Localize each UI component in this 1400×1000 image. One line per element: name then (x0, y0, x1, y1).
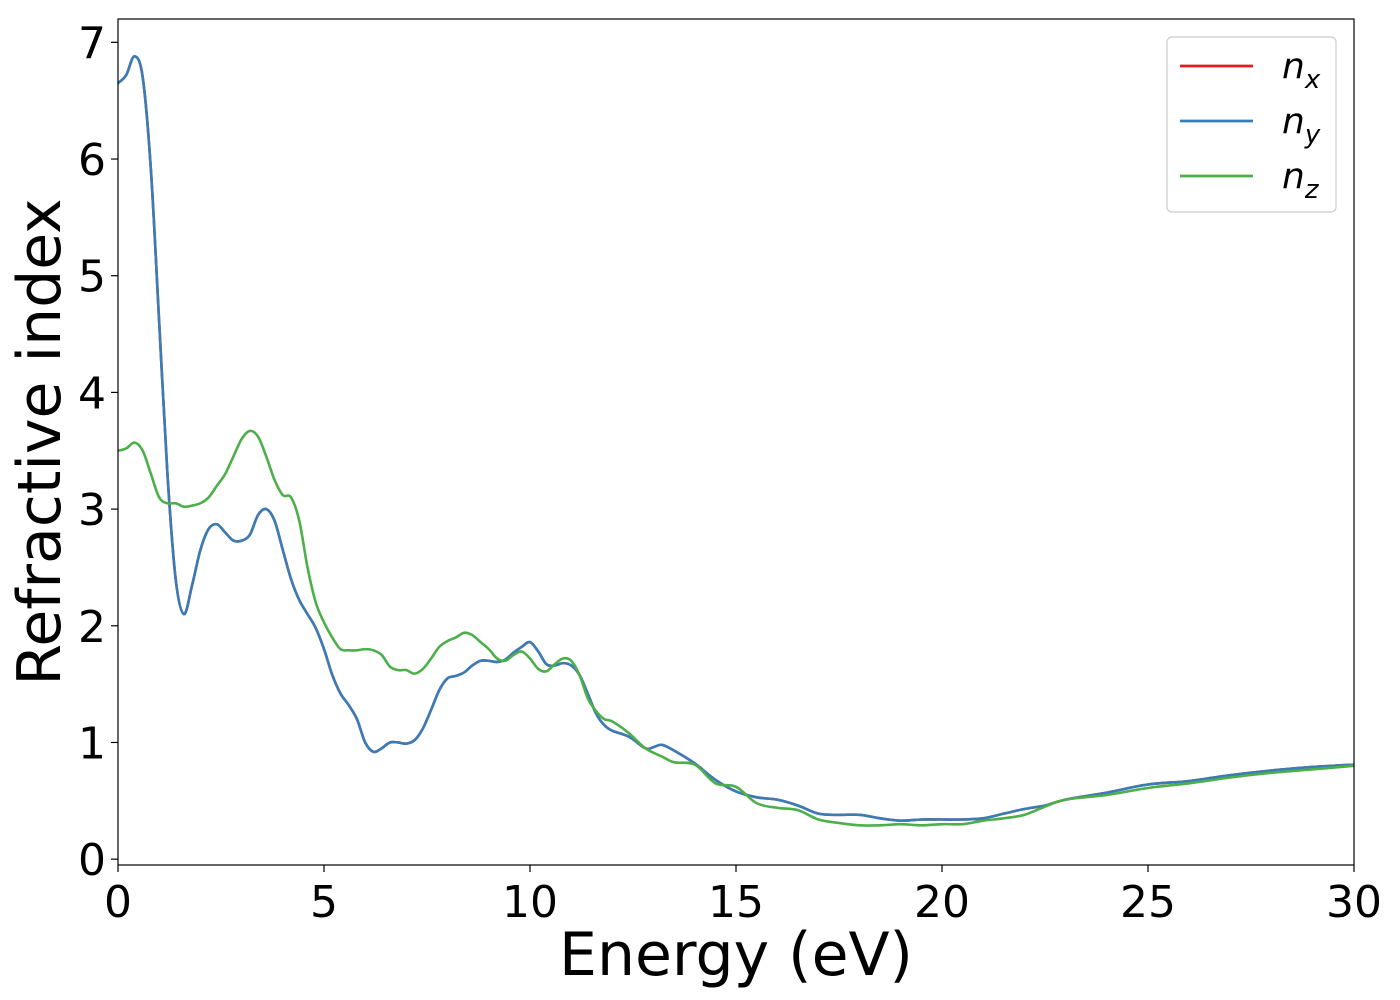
series-line-ny (118, 55, 1354, 822)
legend-label-base: n (1282, 156, 1305, 197)
legend-label-base: n (1282, 46, 1305, 87)
y-tick-label: 1 (78, 718, 106, 769)
x-tick-label: 10 (502, 877, 558, 928)
y-tick-label: 5 (78, 252, 106, 303)
x-tick-label: 25 (1120, 877, 1176, 928)
x-tick-label: 30 (1326, 877, 1382, 928)
x-tick-label: 20 (914, 877, 970, 928)
x-tick-label: 5 (310, 877, 338, 928)
legend-label-nx: nx (1282, 46, 1321, 95)
y-tick-label: 6 (78, 135, 106, 186)
y-tick-label: 0 (78, 835, 106, 886)
x-axis-title: Energy (eV) (559, 920, 913, 990)
y-tick-label: 3 (78, 485, 106, 536)
legend-label-base: n (1282, 101, 1305, 142)
legend-label-nz: nz (1282, 156, 1320, 205)
x-axis: 0 5 10 15 20 25 30 (104, 865, 1382, 928)
plot-area (117, 18, 1355, 866)
legend-label-subscript: z (1304, 175, 1320, 205)
y-axis-title: Refractive index (5, 198, 75, 685)
y-axis: 0 1 2 3 4 5 6 7 (78, 18, 118, 886)
y-tick-label: 7 (78, 18, 106, 69)
x-tick-label: 15 (708, 877, 764, 928)
legend-label-subscript: y (1304, 120, 1321, 150)
legend-label-subscript: x (1304, 65, 1321, 95)
series-layer (118, 55, 1354, 827)
y-tick-label: 2 (78, 602, 106, 653)
legend-box (1166, 36, 1337, 213)
legend-label-ny: ny (1282, 101, 1321, 150)
plot-background (118, 19, 1354, 865)
series-line-nz (118, 429, 1354, 827)
x-tick-label: 0 (104, 877, 132, 928)
y-tick-label: 4 (78, 368, 106, 419)
